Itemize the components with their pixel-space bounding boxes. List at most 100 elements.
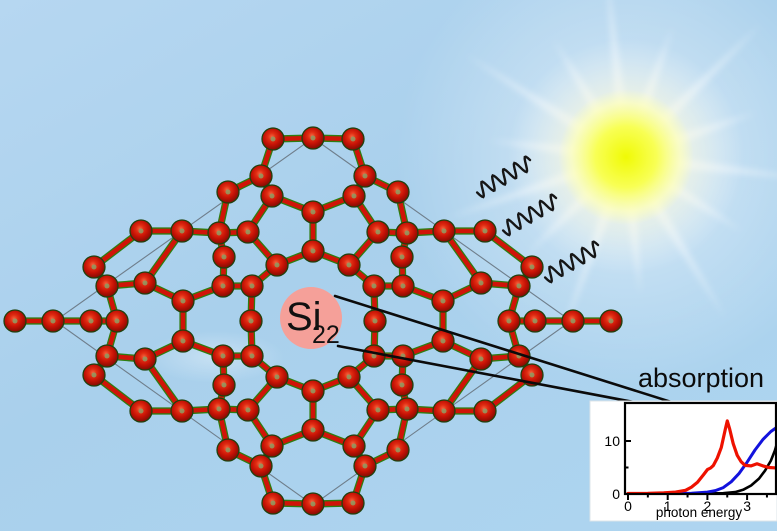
silicon-atom [236,220,260,244]
silicon-atom [473,399,497,423]
silicon-atom [249,164,273,188]
plot-frame [623,401,777,496]
absorption-plot: 0 1 2 3 0 10 [604,401,777,514]
silicon-atom-center-dot [258,173,264,179]
silicon-atom-center-dot [351,443,357,449]
silicon-atom-center-dot [350,500,356,506]
silicon-atom-center-dot [245,407,251,413]
silicon-atom-center-dot [88,318,94,324]
silicon-atom-center-dot [220,283,226,289]
silicon-atom [301,418,325,442]
silicon-atom-center-dot [258,463,264,469]
silicon-atom [469,271,493,295]
silicon-atom [79,309,103,333]
silicon-atom-center-dot [12,318,18,324]
silicon-atom [261,127,285,151]
si22-highlight-circle [280,287,342,349]
photon-wave-icon [475,155,532,199]
si-subscript-text: 22 [312,321,340,349]
silicon-atom [337,253,361,277]
photon-waves [475,155,600,284]
silicon-atom [301,492,325,516]
silicon-atom [105,309,129,333]
silicon-atom [386,438,410,462]
silicon-atom-center-dot [269,443,275,449]
silicon-atom-center-dot [221,254,227,260]
silicon-atom-center-dot [440,338,446,344]
silicon-atom [341,491,365,515]
silicon-atom [561,309,585,333]
silicon-atom [390,373,414,397]
silicon-atom-center-dot [350,136,356,142]
silicon-atom [216,180,240,204]
silicon-atom [431,289,455,313]
silicon-atom [390,245,414,269]
silicon-atom-center-dot [478,280,484,286]
silicon-atom [211,344,235,368]
silicon-atom [171,329,195,353]
silicon-atom-center-dot [478,356,484,362]
silicon-atom [497,309,521,333]
silicon-atom [207,221,231,245]
silicon-atom [363,309,387,333]
silicon-atom [469,347,493,371]
silicon-atom-center-dot [138,408,144,414]
silicon-atom [362,274,386,298]
silicon-atom [212,245,236,269]
silicon-atom [395,397,419,421]
silicon-atom [3,309,27,333]
silicon-atom-center-dot [249,283,255,289]
silicon-atom-center-dot [180,338,186,344]
silicon-atom [265,365,289,389]
silicon-atom-center-dot [400,283,406,289]
silicon-atom [342,434,366,458]
silicon-atom [260,184,284,208]
silicon-atom-center-dot [506,318,512,324]
silicon-atom-center-dot [142,356,148,362]
silicon-atom [82,363,106,387]
silicon-atom-center-dot [482,408,488,414]
absorption-inset: absorption 0 1 2 3 0 10 photon energy [589,363,777,522]
silicon-atom [301,239,325,263]
silicon-atom-center-dot [50,318,56,324]
silicon-atom-center-dot [310,427,316,433]
silicon-atom [265,253,289,277]
silicon-atom-center-dot [179,228,185,234]
y-tick-label: 10 [604,433,620,449]
silicon-atom-center-dot [245,229,251,235]
silicon-atom-center-dot [362,173,368,179]
silicon-atom-center-dot [395,189,401,195]
silicon-atom-center-dot [269,193,275,199]
silicon-atom-center-dot [399,382,405,388]
silicon-atom [133,347,157,371]
silicon-atom [432,219,456,243]
silicon-atom [170,399,194,423]
silicon-atom [301,379,325,403]
inset-title: absorption [638,363,764,393]
sun-icon [396,0,777,387]
silicon-atom [473,219,497,243]
silicon-atom-center-dot [375,229,381,235]
silicon-atom-center-dot [216,230,222,236]
silicon-atom-center-dot [91,264,97,270]
silicon-atom-center-dot [310,388,316,394]
silicon-atom [239,309,263,333]
silicon-atom-center-dot [220,353,226,359]
silicon-atom [133,271,157,295]
silicon-atom [240,274,264,298]
silicon-atom-center-dot [221,382,227,388]
silicon-atom [129,399,153,423]
photon-wave-icon [543,240,600,284]
silicon-atom-center-dot [274,262,280,268]
silicon-atom [207,397,231,421]
silicon-atom-center-dot [310,209,316,215]
silicon-atom [386,180,410,204]
silicon-atom-center-dot [180,298,186,304]
silicon-atom [240,344,264,368]
silicon-atom [362,344,386,368]
silicon-atom [95,274,119,298]
silicon-atom-center-dot [482,228,488,234]
inset-panel [589,400,777,522]
silicon-atom [432,399,456,423]
